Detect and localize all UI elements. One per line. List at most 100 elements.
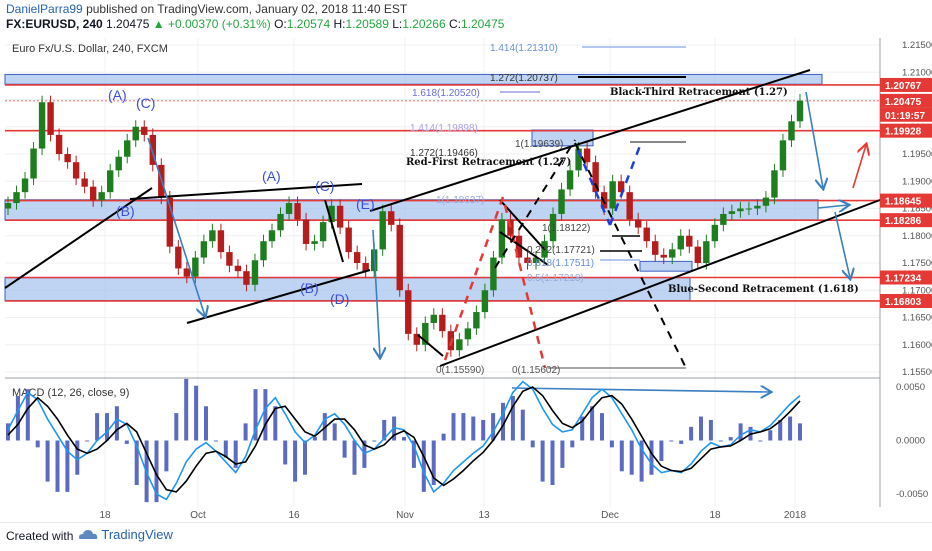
macd-histogram-bar <box>382 419 387 441</box>
fib-label: 1.272(1.19466) <box>410 148 478 159</box>
price-tag <box>880 270 932 285</box>
y-tick-label: 1.17500 <box>902 258 932 269</box>
macd-histogram-bar <box>352 440 357 475</box>
macd-histogram-bar <box>25 389 30 441</box>
macd-histogram-bar <box>758 440 763 442</box>
macd-histogram-bar <box>530 440 535 448</box>
x-tick-label: Nov <box>396 510 414 521</box>
candle-body <box>55 134 63 154</box>
macd-histogram-bar <box>283 440 288 465</box>
candle-body <box>669 249 676 258</box>
main-title: Euro Fx/U.S. Dollar, 240, FXCM <box>12 43 168 55</box>
fib-label: 0.5(1.17218) <box>527 273 584 284</box>
candle-body <box>72 162 80 179</box>
close-value: 1.20475 <box>460 17 505 31</box>
candle-body <box>464 328 472 340</box>
candle-body <box>362 263 369 272</box>
candle-body <box>106 170 114 193</box>
macd-line <box>7 380 801 501</box>
y-tick-label: 1.15500 <box>902 367 932 378</box>
candle-body <box>575 148 582 171</box>
retrace-leg-3 <box>417 334 444 357</box>
macd-histogram-bar <box>451 413 456 441</box>
x-tick-label: 13 <box>478 510 490 521</box>
macd-histogram-bar <box>421 440 426 492</box>
macd-histogram-bar <box>154 440 159 503</box>
candle-body <box>64 154 71 163</box>
macd-histogram-bar <box>15 395 20 441</box>
y-tick-label: 1.21500 <box>902 40 932 51</box>
candle-body <box>737 208 744 212</box>
candle-body <box>703 241 710 263</box>
last-price: 1.20475 <box>106 17 150 31</box>
trendline-left <box>4 187 153 289</box>
drawings <box>4 46 881 392</box>
candle-body <box>634 219 642 228</box>
candle-body <box>209 230 216 242</box>
macd-histogram-bar <box>520 409 525 441</box>
macd-histogram-bar <box>134 440 139 486</box>
macd-histogram-bar <box>708 419 713 441</box>
tradingview-logo[interactable]: TradingView <box>78 527 173 542</box>
candle-body <box>515 235 523 258</box>
price-tag <box>880 93 932 108</box>
macd-histogram-bar <box>471 416 476 441</box>
fib-label: 0(1.15602) <box>512 365 560 376</box>
candle-body <box>379 211 386 250</box>
macd-histogram-bar <box>243 423 248 441</box>
candle-body <box>388 211 395 225</box>
macd-histogram-bar <box>768 430 773 441</box>
candle-body <box>566 170 574 190</box>
open-value: 1.20574 <box>286 17 331 31</box>
channel-upper-line <box>369 69 811 212</box>
macd-histogram-bar <box>718 440 723 442</box>
wave-label: (C) <box>315 178 334 194</box>
price-tag-label: 1.20767 <box>885 81 922 92</box>
author-link[interactable]: DanielParra99 <box>6 2 83 16</box>
price-tag-label: 1.20475 <box>885 97 922 108</box>
created-with-text: Created with <box>6 529 74 543</box>
macd-histogram-bar <box>372 440 377 442</box>
macd-histogram-bar <box>659 440 664 462</box>
price-tag-label: 01:19:57 <box>885 111 925 122</box>
price-tag <box>880 77 932 92</box>
candle-body <box>490 257 497 291</box>
candle-body <box>302 219 310 244</box>
candle-body <box>47 102 54 135</box>
macd-histogram-bar <box>738 423 743 441</box>
candle-body <box>277 213 284 231</box>
candle-body <box>652 241 659 255</box>
macd-histogram-bar <box>55 440 60 492</box>
macd-histogram-bar <box>124 440 129 444</box>
candle-body <box>592 162 599 193</box>
high-label: H: <box>333 17 346 31</box>
candle-body <box>132 126 139 141</box>
chart-labels: Euro Fx/U.S. Dollar, 240, FXCM 1.414(1.21… <box>12 43 859 376</box>
chart-area[interactable]: Euro Fx/U.S. Dollar, 240, FXCM 1.414(1.21… <box>0 34 932 522</box>
macd-histogram-bar <box>164 440 169 472</box>
tradingview-brand: TradingView <box>101 527 173 542</box>
macd-histogram-bar <box>342 440 347 458</box>
candle-body <box>498 219 506 258</box>
annotation-2: Blue-Second Retracement (1.618) <box>668 284 859 295</box>
arrow-decline <box>147 137 205 316</box>
annotation-1: Red-First Retracement (1.27) <box>406 157 571 168</box>
candle-body <box>686 235 693 247</box>
candle-body <box>81 178 88 187</box>
macd-histogram-bar <box>263 389 268 441</box>
candle-body <box>4 203 12 209</box>
candle-body <box>626 192 633 220</box>
x-tick-label: Oct <box>190 510 206 521</box>
fib-label: 1.618(1.20520) <box>412 88 480 99</box>
fib-label: 1(1.18637) <box>436 195 484 206</box>
candle-body <box>243 271 250 285</box>
macd-histogram-bar <box>590 406 595 441</box>
macd-histogram-bar <box>669 440 674 442</box>
candle-body <box>583 148 591 163</box>
price-tag <box>880 193 932 208</box>
macd-histogram-bar <box>45 440 50 482</box>
macd-histogram-bar <box>570 440 575 448</box>
candle-body <box>771 170 778 198</box>
close-label: C: <box>448 17 461 31</box>
price-tag <box>880 213 932 228</box>
